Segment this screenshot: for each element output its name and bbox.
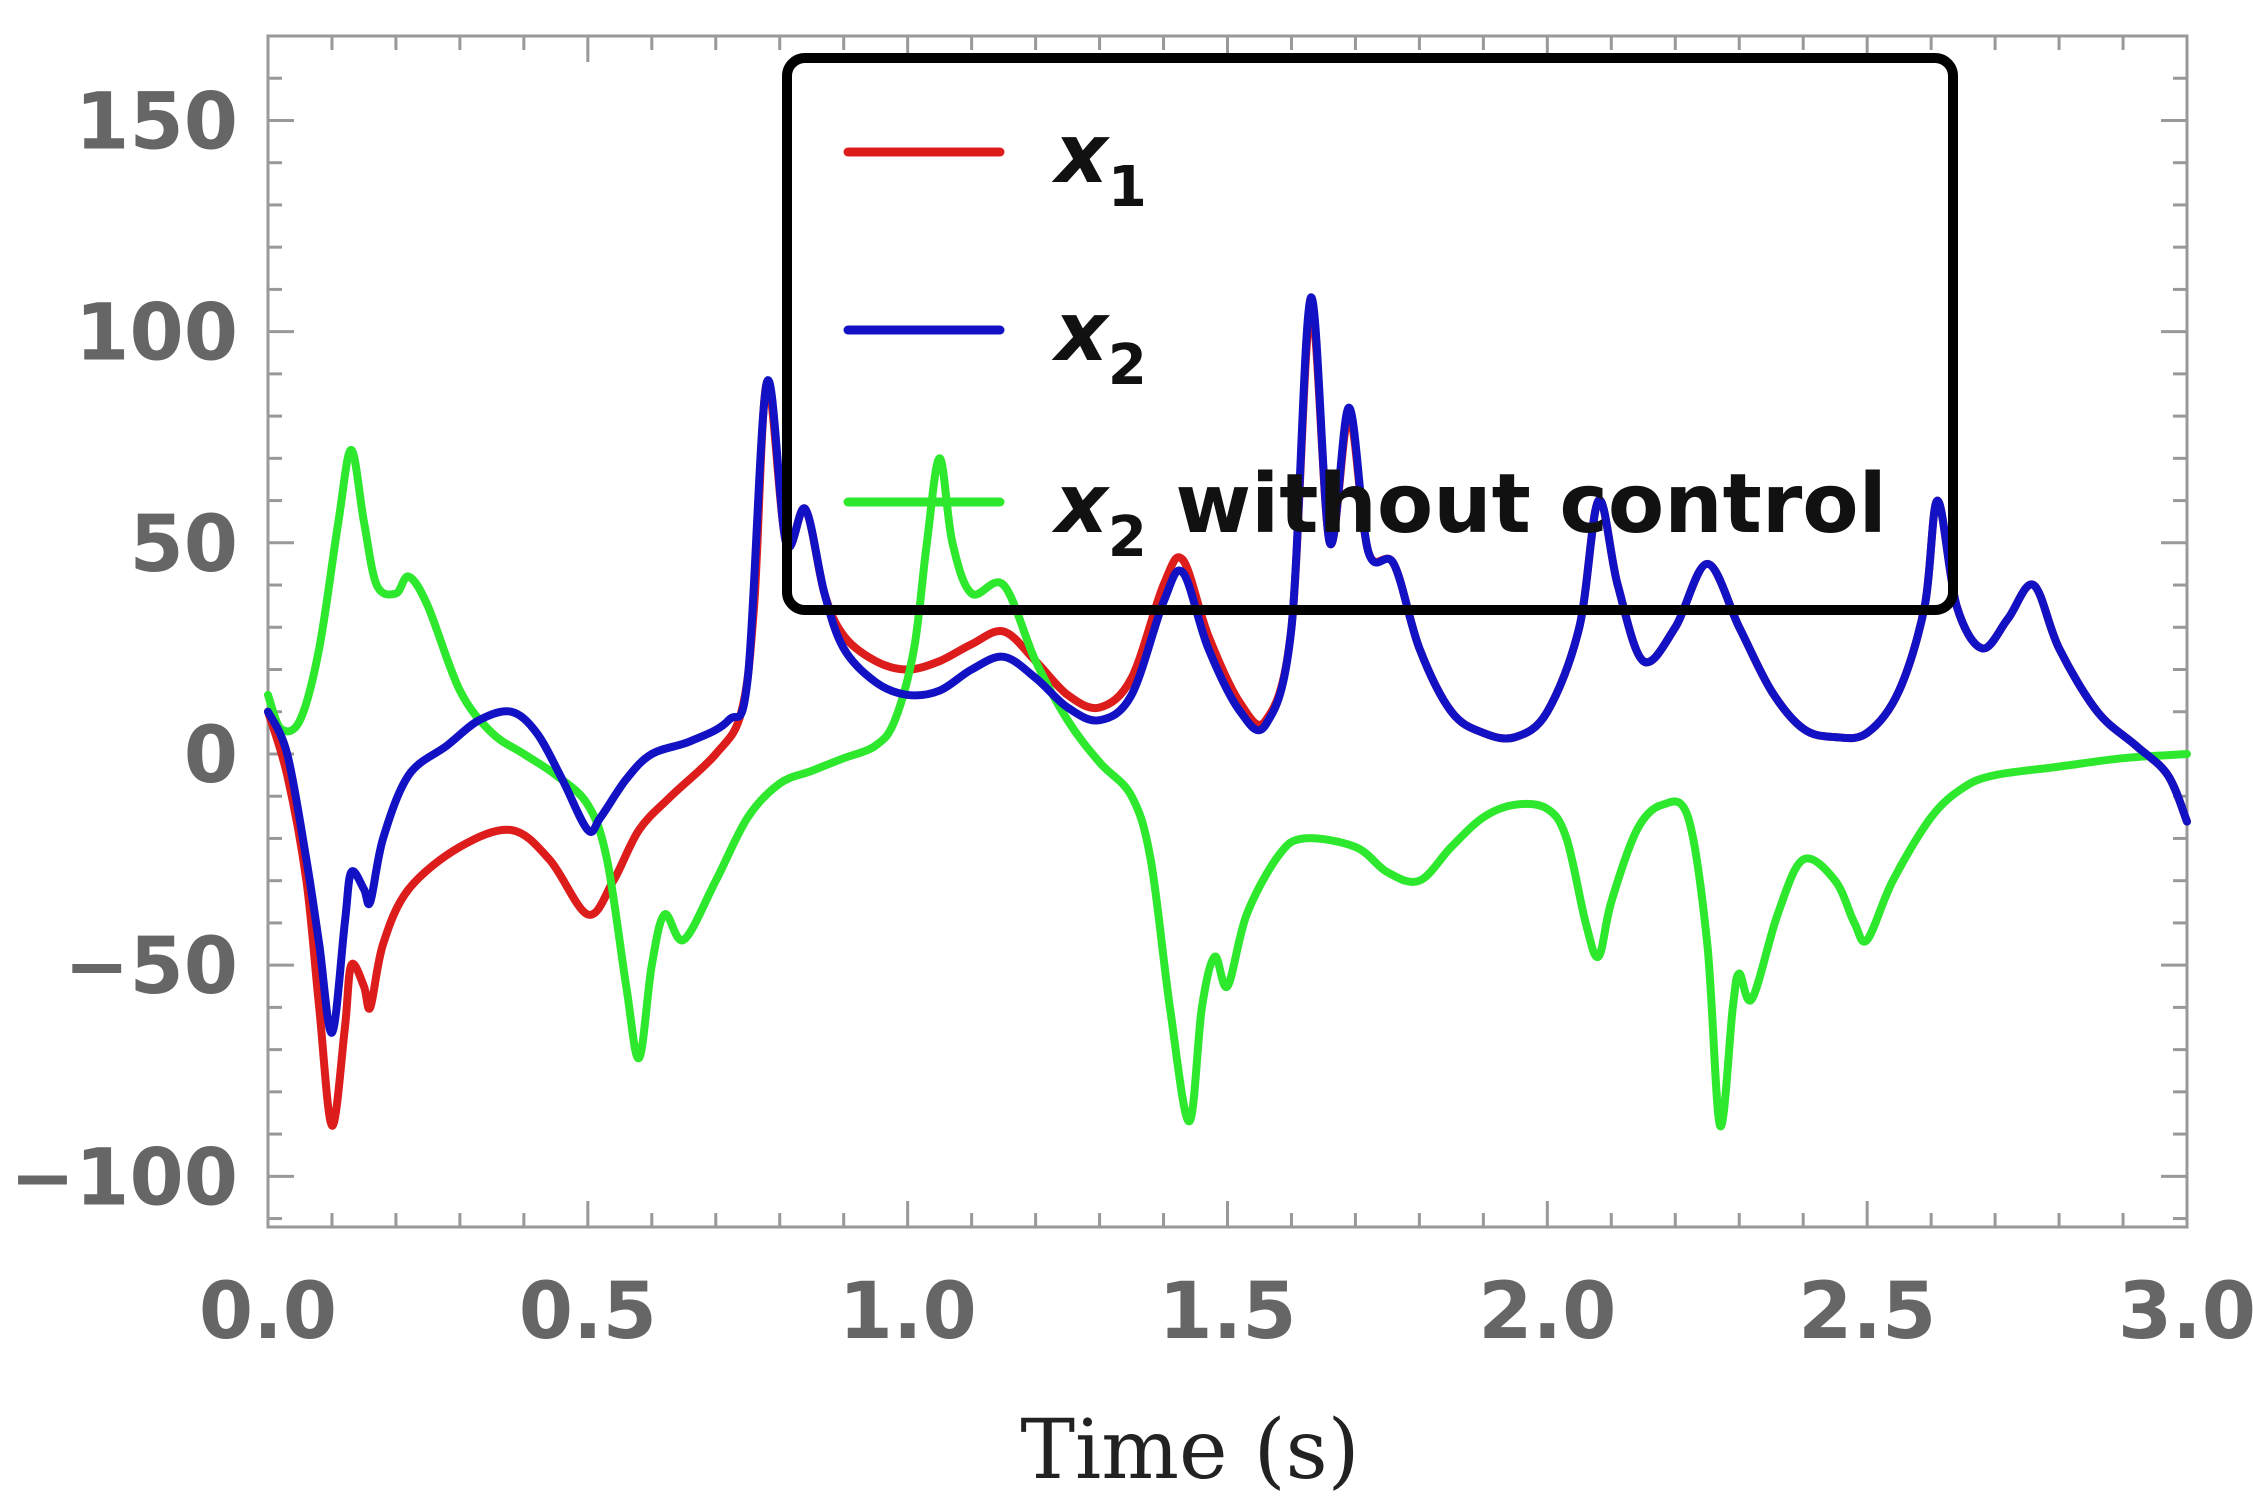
x-tick-label: 2.0 (1478, 1267, 1616, 1357)
legend-box (782, 53, 1958, 615)
x-tick-label: 0.5 (519, 1267, 657, 1357)
series-line-x2-without-control (264, 445, 2191, 1130)
legend-label: x2 (1051, 285, 1147, 398)
x-tick-label: 1.5 (1158, 1267, 1296, 1357)
y-tick-label: 50 (129, 500, 238, 590)
x-tick-label: 2.5 (1798, 1267, 1936, 1357)
y-tick-label: 100 (75, 289, 238, 379)
tick-labels: 0.0 0.5 1.0 1.5 2.0 2.5 3.0 −100 −50 0 50 100 150 (10, 77, 2253, 1357)
legend-label: x2 without control (1051, 457, 1887, 570)
y-tick-label: −100 (10, 1133, 238, 1223)
x-tick-label: 3.0 (2118, 1267, 2253, 1357)
legend-label: x1 (1051, 107, 1147, 220)
y-tick-label: 150 (75, 77, 238, 167)
y-tick-label: 0 (184, 711, 238, 801)
series-line-x1 (264, 306, 2191, 1130)
x-tick-label: 0.0 (199, 1267, 337, 1357)
tick-marks (266, 34, 2189, 1227)
x-tick-label: 1.0 (839, 1267, 977, 1357)
y-tick-label: −50 (64, 922, 238, 1012)
legend: x1 x2 x2 without control (782, 53, 1958, 615)
x-axis-title: Time (s) (1020, 1403, 1359, 1498)
series-line-x2 (264, 293, 2191, 1037)
plot-frame (266, 34, 2189, 1229)
series-group (264, 293, 2191, 1130)
